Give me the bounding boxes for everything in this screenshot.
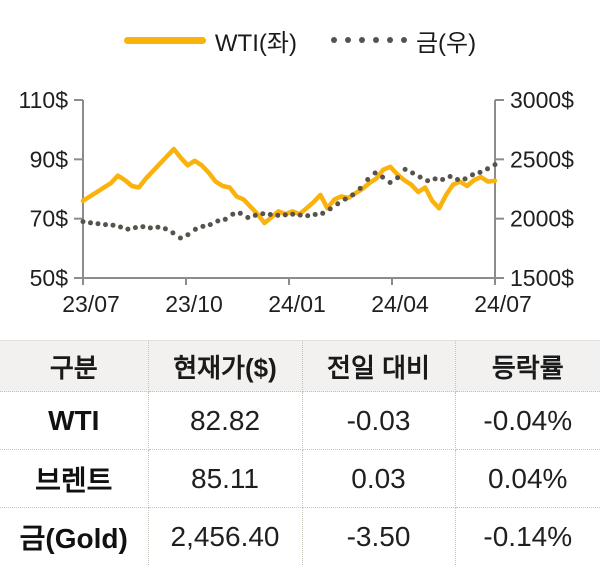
gold-legend-label: 금(우) (416, 23, 476, 58)
left-axis-tick-label: 70$ (30, 206, 69, 232)
wti-gold-line-chart: 110$ 90$ 70$ 50$ 3000$ 2500$ 2000$ 1500$ 23/07 23… (0, 56, 600, 330)
brent-name: 브렌트 (0, 450, 148, 508)
gold-dots-swatch (331, 37, 407, 43)
col-header-pct: 등락률 (455, 341, 600, 392)
left-axis-tick-label: 50$ (30, 265, 69, 291)
left-axis-tick-label: 90$ (30, 146, 69, 172)
col-header-category: 구분 (0, 341, 148, 392)
legend-item-gold: 금(우) (331, 23, 476, 58)
brent-change: 0.03 (302, 450, 455, 508)
right-axis-tick-label: 2000$ (510, 206, 574, 232)
left-axis-tick-label: 110$ (19, 87, 69, 113)
right-axis-tick-label: 2500$ (510, 146, 574, 172)
table-row-brent: 브렌트 85.11 0.03 0.04% (0, 450, 600, 508)
gold-change: -3.50 (302, 508, 455, 565)
wti-price: 82.82 (148, 392, 302, 450)
wti-pct: -0.04% (455, 392, 600, 450)
wti-change: -0.03 (302, 392, 455, 450)
x-axis-tick-label: 23/10 (165, 291, 223, 317)
table-row-gold: 금(Gold) 2,456.40 -3.50 -0.14% (0, 508, 600, 565)
wti-series-line (83, 149, 495, 223)
x-axis-tick-label: 24/04 (371, 291, 429, 317)
x-axis-tick-label: 23/07 (62, 291, 120, 317)
price-table: 구분 현재가($) 전일 대비 등락률 WTI 82.82 -0.03 -0.0… (0, 340, 600, 565)
x-axis-tick-label: 24/07 (474, 291, 532, 317)
col-header-change: 전일 대비 (302, 341, 455, 392)
gold-pct: -0.14% (455, 508, 600, 565)
x-axis-tick-label: 24/01 (268, 291, 326, 317)
gold-name: 금(Gold) (0, 508, 148, 565)
brent-pct: 0.04% (455, 450, 600, 508)
right-axis-tick-label: 3000$ (510, 87, 574, 113)
table-header-row: 구분 현재가($) 전일 대비 등락률 (0, 341, 600, 392)
legend-item-wti: WTI(좌) (124, 23, 297, 58)
table-row-wti: WTI 82.82 -0.03 -0.04% (0, 392, 600, 450)
wti-line-swatch (124, 37, 206, 44)
wti-name: WTI (0, 392, 148, 450)
chart-legend: WTI(좌) 금(우) (0, 0, 600, 56)
wti-legend-label: WTI(좌) (215, 23, 297, 58)
col-header-price: 현재가($) (148, 341, 302, 392)
right-axis-tick-label: 1500$ (510, 265, 574, 291)
brent-price: 85.11 (148, 450, 302, 508)
gold-price: 2,456.40 (148, 508, 302, 565)
